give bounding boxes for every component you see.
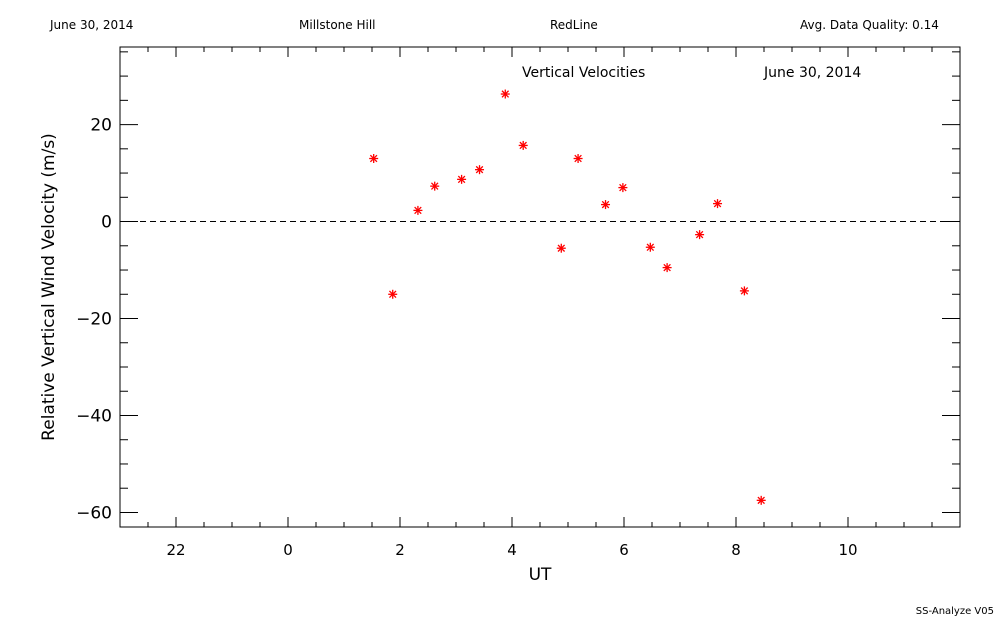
y-tick-label: −60	[76, 503, 112, 523]
data-point	[556, 243, 566, 253]
data-point	[430, 181, 440, 191]
data-point	[573, 154, 583, 164]
data-point	[457, 174, 467, 184]
data-point	[388, 289, 398, 299]
header-instrument: RedLine	[550, 18, 598, 32]
data-points	[369, 89, 766, 505]
data-point	[618, 183, 628, 193]
chart-subtitle: June 30, 2014	[763, 65, 861, 81]
data-point	[756, 495, 766, 505]
x-tick-label: 4	[507, 541, 517, 559]
x-tick-label: 22	[166, 541, 185, 559]
data-point	[695, 230, 705, 240]
data-point	[739, 286, 749, 296]
x-tick-label: 2	[395, 541, 405, 559]
y-tick-label: 0	[101, 213, 112, 233]
header-site: Millstone Hill	[299, 18, 376, 32]
y-axis-label: Relative Vertical Wind Velocity (m/s)	[39, 133, 59, 441]
data-point	[413, 205, 423, 215]
x-axis-label: UT	[529, 565, 552, 585]
data-point	[475, 165, 485, 175]
data-point	[601, 200, 611, 210]
data-point	[500, 89, 510, 99]
x-tick-label: 8	[731, 541, 741, 559]
chart-title: Vertical Velocities	[522, 65, 645, 81]
data-point	[662, 263, 672, 273]
x-tick-label: 6	[619, 541, 629, 559]
y-tick-label: 20	[90, 116, 112, 136]
data-point	[518, 140, 528, 150]
x-tick-label: 10	[838, 541, 857, 559]
y-tick-label: −20	[76, 310, 112, 330]
header-date: June 30, 2014	[50, 18, 134, 32]
data-point	[713, 199, 723, 209]
y-tick-label: −40	[76, 406, 112, 426]
plot-frame	[119, 46, 961, 528]
data-point	[369, 154, 379, 164]
x-tick-label: 0	[283, 541, 293, 559]
software-version: SS-Analyze V05	[915, 606, 994, 617]
header-quality: Avg. Data Quality: 0.14	[800, 18, 939, 32]
axis-ticks: 22 0 2 4 6 8 10 −60 −40 −20 0 20	[76, 47, 961, 559]
data-point	[645, 242, 655, 252]
